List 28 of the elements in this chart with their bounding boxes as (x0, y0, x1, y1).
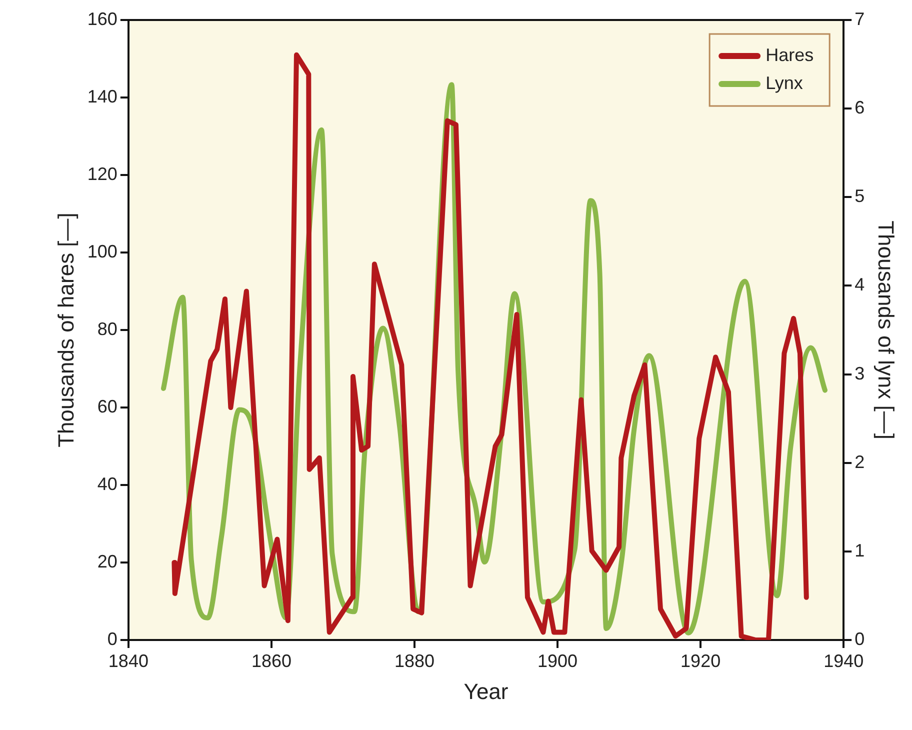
y-tick-label: 100 (87, 241, 118, 262)
y-axis-title: Thousands of hares [—] (53, 212, 78, 448)
x-tick-label: 1900 (538, 650, 578, 671)
y-tick-label: 140 (87, 86, 118, 106)
y-tick-label: 160 (87, 8, 118, 29)
x-tick-label: 1920 (680, 650, 721, 671)
y2-tick-label: 4 (854, 274, 865, 295)
y2-axis-title: Thousands of lynx [—] (874, 220, 899, 440)
y2-tick-label: 7 (854, 8, 865, 29)
y2-tick-label: 1 (854, 540, 865, 560)
y-tick-label: 80 (97, 318, 118, 339)
y2-tick-label: 3 (854, 363, 865, 384)
y2-tick-label: 0 (854, 628, 865, 649)
x-axis-title: Year (464, 678, 508, 704)
legend-label: Lynx (766, 72, 803, 93)
y-tick-label: 60 (97, 396, 118, 416)
y2-tick-label: 2 (854, 452, 865, 472)
y-tick-label: 40 (97, 474, 118, 494)
x-tick-label: 1940 (824, 650, 864, 671)
y2-tick-label: 5 (854, 186, 865, 206)
y-tick-label: 120 (87, 164, 118, 184)
x-tick-label: 1840 (108, 650, 148, 671)
x-tick-label: 1860 (251, 650, 292, 671)
legend-label: Hares (766, 44, 814, 65)
y2-tick-label: 6 (854, 98, 865, 118)
y-tick-label: 20 (97, 551, 118, 572)
x-tick-label: 1880 (394, 650, 435, 671)
y-tick-label: 0 (107, 628, 118, 649)
